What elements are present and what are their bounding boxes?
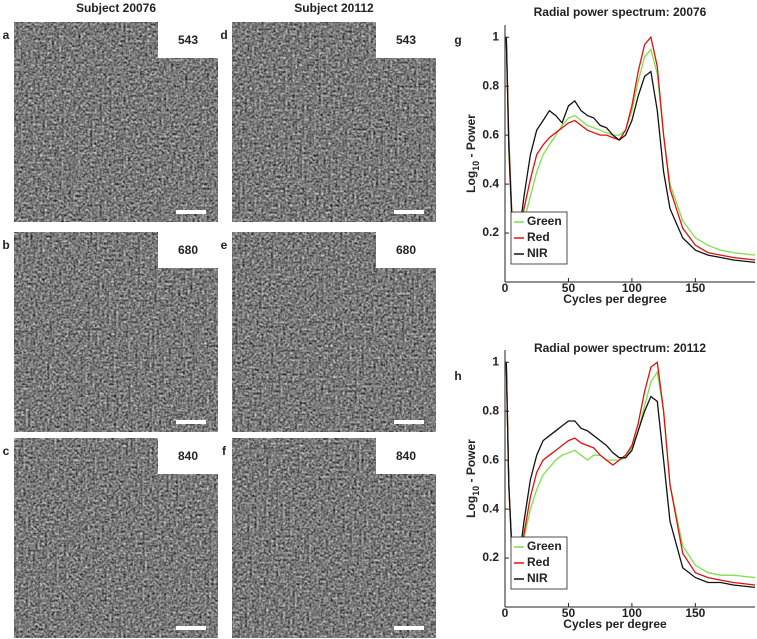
series-line [505,362,756,589]
scale-bar [176,626,206,630]
y-label-part: - Power [464,439,478,486]
y-tick-label: 0.2 [482,550,499,564]
legend-label: NIR [527,571,548,585]
panel-letter: f [222,444,227,458]
scale-bar [394,626,424,630]
wavelength-label: 543 [178,33,198,47]
y-tick-label: 0.4 [482,176,499,190]
scale-bar [394,420,424,424]
y-tick-label: 1 [492,29,499,43]
column-header: Subject 20076 [76,1,156,15]
panel-letter: g [454,33,461,47]
label-box [376,438,436,474]
x-tick-label: 50 [562,281,576,295]
panel-letter: h [454,369,461,383]
legend-label: Green [527,214,562,228]
y-label-part: Log [464,496,478,518]
series-line [505,35,756,261]
y-tick-label: 0.8 [482,403,499,417]
x-tick-label: 100 [622,281,642,295]
scale-bar [176,210,206,214]
y-axis-label: Log10 - Power [464,114,481,193]
label-box [376,232,436,268]
x-axis-label: Cycles per degree [563,617,667,631]
chart-title: Radial power spectrum: 20112 [534,341,706,355]
y-axis-label: Log10 - Power [464,439,481,518]
series-line [505,37,756,264]
wavelength-label: 840 [178,449,198,463]
x-axis-label: Cycles per degree [563,292,667,306]
y-tick-label: 0.4 [482,501,499,515]
label-box [376,22,436,58]
scale-bar [394,210,424,214]
scale-bar [176,420,206,424]
legend-label: NIR [527,246,548,260]
wavelength-label: 543 [396,33,416,47]
series-line [505,37,756,256]
panel-letter: c [3,444,10,458]
legend-label: Red [527,230,550,244]
column-header: Subject 20112 [294,1,374,15]
x-tick-label: 50 [562,606,576,620]
label-box [158,22,218,58]
legend-label: Red [527,555,550,569]
series-line [505,360,756,586]
panel-letter: e [221,238,228,252]
x-tick-label: 0 [502,606,509,620]
x-tick-label: 150 [685,606,705,620]
y-tick-label: 0.6 [482,127,499,141]
y-tick-label: 0.6 [482,452,499,466]
wavelength-label: 680 [178,243,198,257]
x-tick-label: 0 [502,281,509,295]
label-box [158,438,218,474]
wavelength-label: 680 [396,243,416,257]
legend-label: Green [527,539,562,553]
y-label-part: Log [464,171,478,193]
x-tick-label: 150 [685,281,705,295]
panel-letter: b [2,238,9,252]
y-tick-label: 0.2 [482,225,499,239]
y-label-part: - Power [464,114,478,161]
x-tick-label: 100 [622,606,642,620]
y-tick-label: 0.8 [482,78,499,92]
chart-title: Radial power spectrum: 20076 [534,5,707,19]
y-label-part: 10 [471,486,481,496]
panel-letter: d [220,28,227,42]
label-box [158,232,218,268]
wavelength-label: 840 [396,449,416,463]
y-label-part: 10 [471,161,481,171]
panel-letter: a [3,28,10,42]
y-tick-label: 1 [492,354,499,368]
